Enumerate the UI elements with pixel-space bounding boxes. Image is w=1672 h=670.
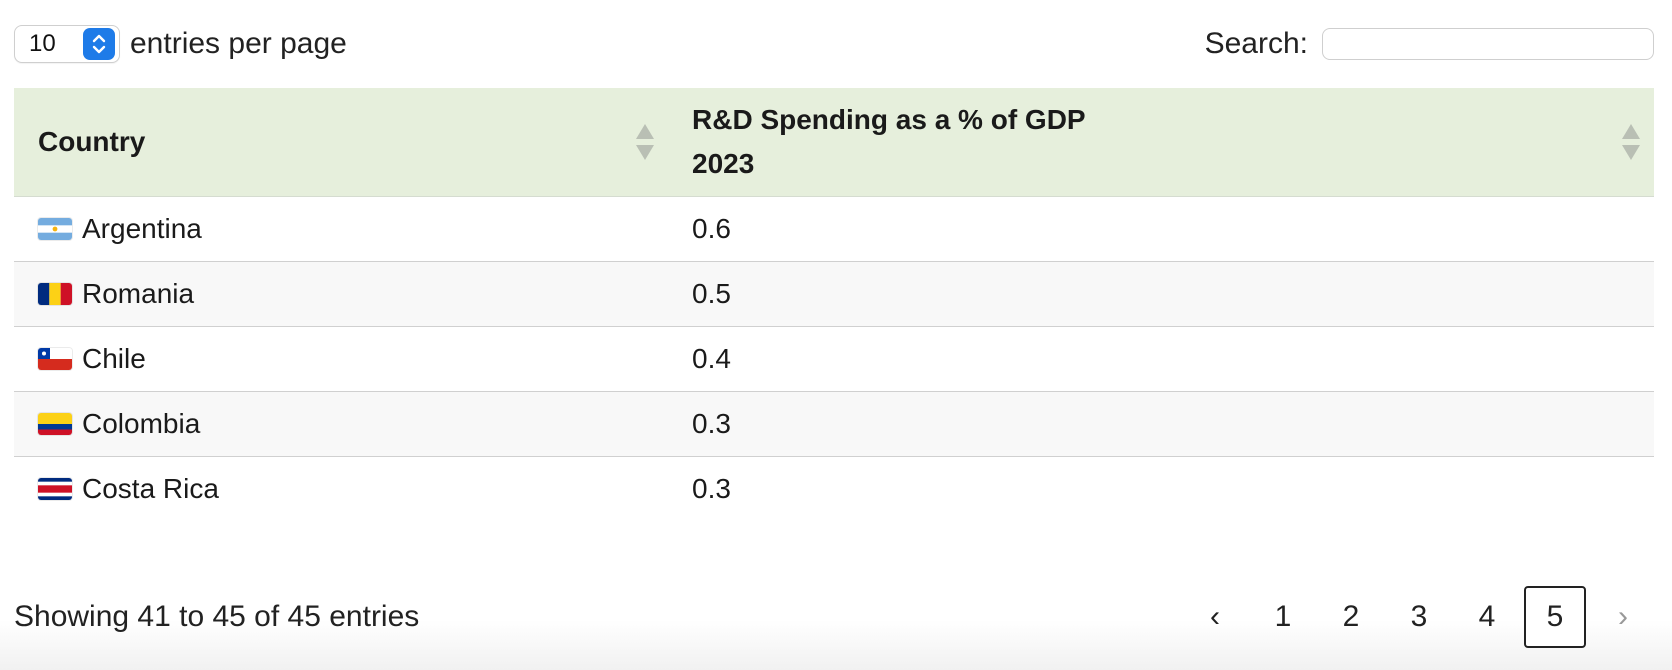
sort-icon (636, 124, 654, 160)
column-header-country[interactable]: Country (14, 88, 668, 197)
column-header-rd-year: 2023 (692, 148, 755, 179)
argentina-flag-icon (38, 218, 72, 240)
data-table: Country R&D Spending as a % of GDP 2023 (14, 88, 1654, 521)
page-button-3[interactable]: 3 (1410, 600, 1428, 633)
table-info: Showing 41 to 45 of 45 entries (14, 600, 420, 633)
table-footer: Showing 41 to 45 of 45 entries ‹ 1 2 3 4… (14, 584, 1654, 650)
column-header-rd-label: R&D Spending as a % of GDP (692, 104, 1086, 135)
country-name: Costa Rica (82, 473, 219, 504)
table-row: Costa Rica 0.3 (14, 457, 1654, 522)
pagination: ‹ 1 2 3 4 5 › (1178, 586, 1654, 648)
sort-icon (1622, 124, 1640, 160)
country-cell: Chile (14, 326, 668, 392)
country-cell: Costa Rica (14, 457, 668, 522)
value-cell: 0.3 (668, 391, 1654, 457)
page-bottom-fade (0, 620, 1672, 670)
colombia-flag-icon (38, 413, 72, 435)
table-controls: 10 entries per page Search: (14, 24, 1654, 64)
column-header-country-label: Country (38, 126, 146, 157)
country-cell: Colombia (14, 391, 668, 457)
page-button-5-current[interactable]: 5 (1524, 586, 1586, 648)
table-row: Chile 0.4 (14, 326, 1654, 392)
select-stepper-icon[interactable] (83, 28, 115, 60)
country-name: Romania (82, 278, 195, 309)
country-name: Argentina (82, 213, 202, 244)
previous-page-button[interactable]: ‹ (1210, 600, 1220, 633)
length-menu: 10 entries per page (14, 25, 347, 63)
next-page-button[interactable]: › (1618, 600, 1628, 633)
value-cell: 0.3 (692, 473, 731, 504)
entries-per-page-label: entries per page (130, 27, 347, 60)
country-cell: Romania (14, 261, 668, 327)
table-row: Romania 0.5 (14, 261, 1654, 327)
header-row: Country R&D Spending as a % of GDP 2023 (14, 88, 1654, 197)
table-row: Colombia 0.3 (14, 391, 1654, 457)
costa-rica-flag-icon (38, 478, 72, 500)
search-label: Search: (1204, 27, 1308, 60)
country-name: Chile (82, 343, 146, 374)
table-row: Argentina 0.6 (14, 196, 1654, 262)
search-box: Search: (1205, 27, 1654, 61)
chile-flag-icon (38, 348, 72, 370)
entries-per-page-value: 10 (29, 30, 56, 57)
value-cell: 0.5 (668, 261, 1654, 327)
country-name: Colombia (82, 408, 201, 439)
romania-flag-icon (38, 283, 72, 305)
entries-per-page-select[interactable]: 10 (14, 25, 120, 63)
page-button-2[interactable]: 2 (1342, 600, 1360, 633)
page-button-4[interactable]: 4 (1478, 600, 1496, 633)
page-button-1[interactable]: 1 (1274, 600, 1292, 633)
country-cell: Argentina (14, 196, 668, 262)
value-cell: 0.4 (668, 326, 1654, 392)
search-input[interactable] (1322, 28, 1654, 60)
value-cell: 0.6 (668, 196, 1654, 262)
column-header-rd-spending[interactable]: R&D Spending as a % of GDP 2023 (668, 88, 1654, 197)
